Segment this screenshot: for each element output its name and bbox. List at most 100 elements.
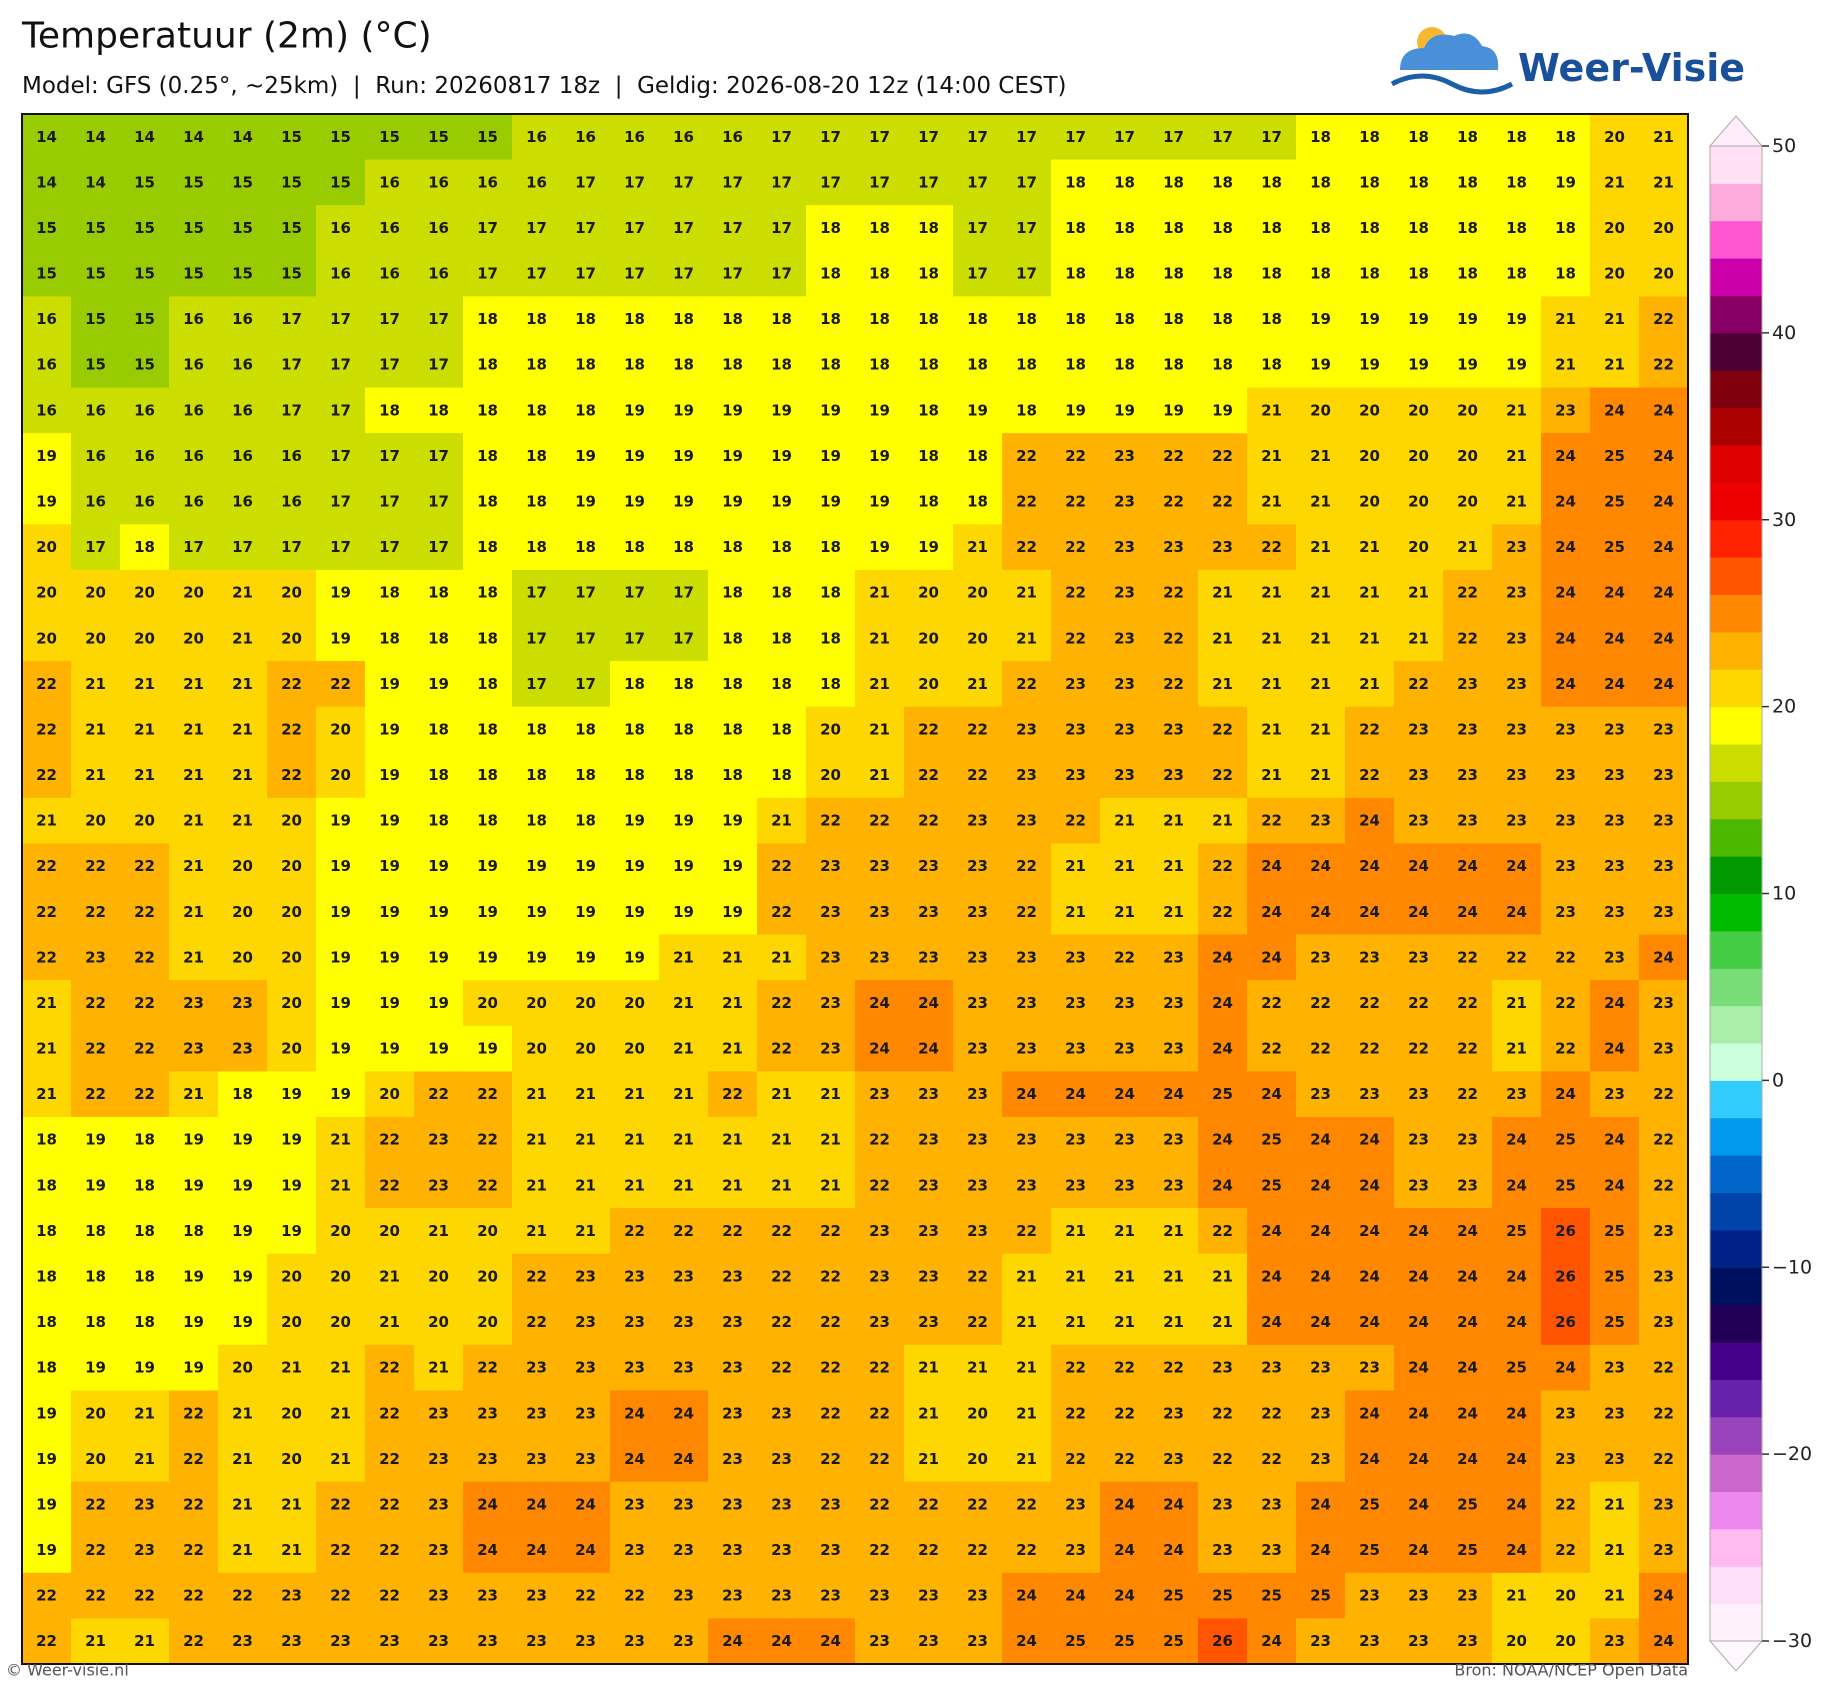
temp-label: 22 (869, 1450, 890, 1468)
temp-cell (1247, 569, 1297, 617)
temp-cell (904, 752, 954, 799)
temp-cell (1247, 114, 1297, 161)
temp-label: 25 (1359, 1541, 1380, 1559)
temp-label: 22 (183, 1541, 204, 1559)
temp-label: 23 (1261, 1541, 1282, 1559)
temp-cell (855, 752, 905, 799)
temp-cell (169, 341, 219, 389)
temp-label: 25 (1604, 1313, 1625, 1331)
temp-cell (561, 889, 611, 936)
temp-cell (1247, 752, 1297, 799)
temp-cell (1590, 524, 1640, 571)
temp-cell (561, 615, 611, 662)
temp-cell (120, 524, 170, 571)
temp-cell (120, 205, 170, 252)
temp-label: 22 (1212, 1404, 1233, 1422)
temp-label: 24 (1310, 1268, 1331, 1286)
temp-cell (904, 889, 954, 936)
temp-label: 21 (1212, 812, 1233, 830)
temp-label: 18 (526, 720, 547, 738)
temp-label: 21 (1555, 310, 1576, 328)
temp-label: 23 (1065, 720, 1086, 738)
temp-cell (218, 478, 268, 525)
temp-cell (1198, 569, 1248, 617)
temp-label: 21 (1506, 493, 1527, 511)
temp-cell (757, 661, 807, 708)
temp-cell (1100, 980, 1150, 1027)
temp-label: 23 (1212, 1541, 1233, 1559)
temp-cell (71, 433, 121, 480)
temp-cell (218, 615, 268, 662)
colorbar-segment (1710, 220, 1762, 259)
temp-label: 22 (85, 857, 106, 875)
temp-cell (1100, 296, 1150, 343)
temp-cell (1198, 934, 1248, 981)
temp-label: 21 (232, 675, 253, 693)
temp-cell (855, 569, 905, 617)
temp-label: 18 (428, 766, 449, 784)
temp-label: 22 (36, 857, 57, 875)
temp-label: 19 (526, 903, 547, 921)
temp-label: 24 (1359, 1404, 1380, 1422)
temp-cell (1100, 569, 1150, 617)
temp-label: 21 (1163, 1222, 1184, 1240)
temp-cell (708, 569, 758, 617)
temp-cell (1247, 341, 1297, 389)
temp-cell (1051, 1025, 1101, 1072)
temp-label: 18 (134, 538, 155, 556)
temp-label: 20 (330, 1222, 351, 1240)
temp-cell (169, 1025, 219, 1072)
temp-cell (1296, 661, 1346, 708)
temp-label: 20 (134, 629, 155, 647)
temp-label: 22 (1065, 1404, 1086, 1422)
temp-cell (267, 889, 317, 936)
temp-cell (1051, 889, 1101, 936)
temp-cell (267, 843, 317, 890)
temp-label: 22 (1555, 948, 1576, 966)
temp-cell (1541, 387, 1591, 434)
temp-cell (218, 205, 268, 252)
temp-label: 19 (281, 1176, 302, 1194)
temp-label: 23 (575, 1450, 596, 1468)
temp-cell (1394, 205, 1444, 252)
temp-cell (414, 296, 464, 343)
temp-cell (365, 889, 415, 936)
temp-label: 23 (477, 1587, 498, 1605)
temp-label: 24 (1408, 1495, 1429, 1513)
temp-cell (1198, 433, 1248, 480)
temp-label: 19 (673, 447, 694, 465)
temp-label: 21 (1163, 812, 1184, 830)
temp-label: 22 (1653, 1359, 1674, 1377)
temp-label: 25 (1261, 1587, 1282, 1605)
temp-label: 18 (771, 538, 792, 556)
temp-label: 23 (1408, 1176, 1429, 1194)
temp-cell (1541, 706, 1591, 753)
temp-cell (1100, 706, 1150, 753)
temp-label: 24 (1359, 1268, 1380, 1286)
colorbar-tick-label: −10 (1772, 1256, 1812, 1278)
temp-label: 16 (379, 219, 400, 237)
temp-label: 16 (673, 128, 694, 146)
temp-cell (1100, 661, 1150, 708)
temp-label: 22 (379, 1359, 400, 1377)
temp-label: 17 (722, 173, 743, 191)
logo-cloud (1400, 33, 1499, 70)
temp-label: 19 (624, 493, 645, 511)
temp-label: 19 (330, 812, 351, 830)
temp-cell (316, 1071, 366, 1118)
temp-label: 19 (477, 903, 498, 921)
temp-label: 18 (575, 310, 596, 328)
temp-label: 21 (1114, 903, 1135, 921)
temp-label: 26 (1212, 1632, 1233, 1650)
colorbar-segment (1710, 1603, 1762, 1642)
temp-cell (365, 114, 415, 161)
temp-label: 22 (183, 1450, 204, 1468)
temp-cell (708, 433, 758, 480)
temp-label: 21 (1016, 1450, 1037, 1468)
temp-cell (71, 934, 121, 981)
temp-label: 19 (36, 1541, 57, 1559)
temp-label: 23 (428, 1541, 449, 1559)
temp-label: 22 (1016, 1222, 1037, 1240)
temp-label: 23 (1457, 1587, 1478, 1605)
temp-cell (1296, 752, 1346, 799)
